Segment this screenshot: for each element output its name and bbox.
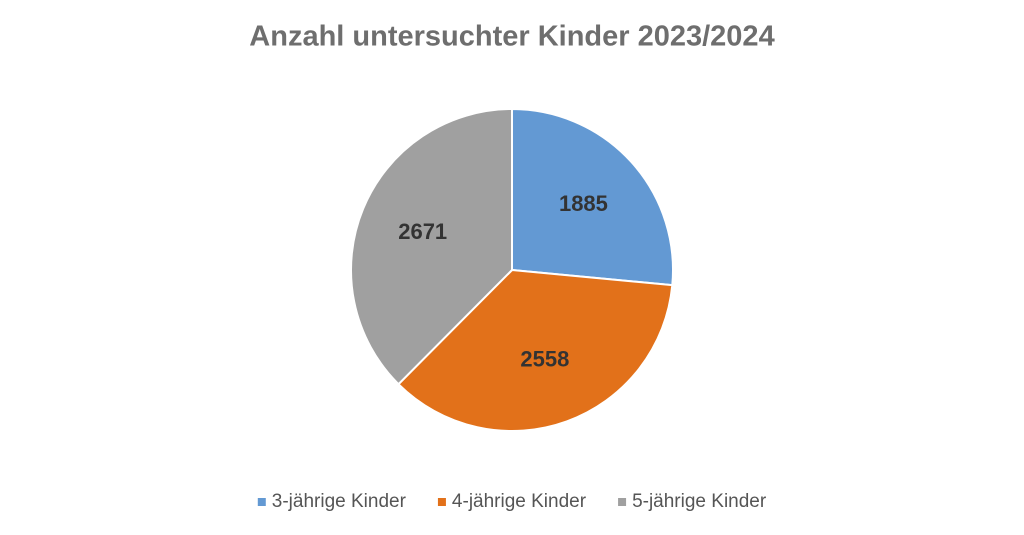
legend-marker [437, 498, 446, 506]
data-label: 2671 [398, 219, 447, 244]
pie-slice [511, 107, 674, 287]
pie-slice [350, 107, 513, 386]
legend-label: 5-jährige Kinder [632, 491, 767, 512]
pie-slice [397, 268, 674, 432]
chart-title: Anzahl untersuchter Kinder 2023/2024 [249, 21, 774, 53]
legend-marker [257, 498, 266, 506]
legend-marker [618, 498, 627, 506]
data-label: 1885 [559, 191, 608, 216]
legend-label: 3-jährige Kinder [272, 491, 407, 512]
data-label: 2558 [520, 347, 569, 372]
legend-label: 4-jährige Kinder [452, 491, 587, 512]
